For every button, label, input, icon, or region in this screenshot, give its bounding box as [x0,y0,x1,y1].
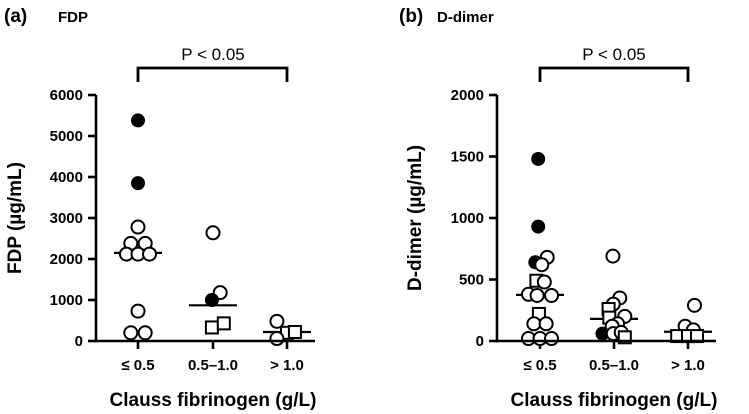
panel-a-point-open-circle [137,325,153,341]
panel-a-point-filled-circle [204,293,219,307]
panel-a-y-axis-label: FDP (µg/mL) [5,162,26,274]
panel-a-y-tick-label: 6000 [50,87,83,104]
panel-b-y-axis-label: D-dimer (µg/mL) [405,145,426,291]
panel-b: (b) D-dimer P < 0.05 D-dimer (µg/mL) Cla… [399,6,717,411]
panel-a-significance-label: P < 0.05 [181,45,245,64]
panel-a-point-open-circle [130,219,146,235]
panel-b-point-filled-circle [531,219,546,234]
panel-b-point-open-circle [538,316,554,332]
panel-b-point-open-circle [544,287,560,303]
panel-b-significance-bracket [538,66,690,82]
panel-a-point-open-circle [142,246,158,262]
panel-a-point-open-square [287,324,302,339]
panel-a-bracket-line [136,66,289,82]
panel-a-point-open-circle [123,325,139,341]
panel-b-x-ticks: ≤ 0.5 0.5–1.0 > 1.0 [523,341,705,374]
panel-a-point-filled-circle [131,176,145,191]
panel-b-y-tick-label: 1500 [451,149,484,166]
panel-b-points [520,151,704,347]
panel-a-title: FDP [58,9,88,26]
panel-a-axes [94,95,315,343]
panel-b-x-tick-label: 0.5–1.0 [589,357,639,374]
panel-b-letter: (b) [399,6,423,27]
panel-a-point-open-circle [269,331,285,347]
panel-a-x-ticks: ≤ 0.5 0.5–1.0 > 1.0 [121,341,304,374]
panel-a-y-tick-label: 1000 [50,292,83,309]
panel-b-title: D-dimer [437,9,494,26]
panel-b-x-tick-label: ≤ 0.5 [523,357,556,374]
panel-a-point-open-circle [269,313,285,329]
panel-a-x-tick-label: > 1.0 [270,357,304,374]
panel-a-y-tick-label: 2000 [50,251,83,268]
panel-a-point-open-square [204,320,219,335]
panel-a-significance-bracket [136,66,289,82]
panel-b-y-tick-label: 1000 [451,210,484,227]
panel-a-y-tick-label: 5000 [50,128,83,145]
panel-b-y-tick-label: 0 [476,333,484,350]
panel-a-letter: (a) [4,6,27,27]
panel-b-point-open-circle [526,316,542,332]
panel-a-point-open-circle [205,225,221,241]
panel-b-axes [495,95,716,343]
panel-b-y-tick-label: 500 [459,272,484,289]
panel-a-x-tick-label: 0.5–1.0 [188,357,238,374]
panel-b-point-open-circle [686,297,702,313]
panel-b-x-tick-label: > 1.0 [671,357,705,374]
panel-a-y-tick-label: 4000 [50,169,83,186]
panel-a-x-tick-label: ≤ 0.5 [121,357,154,374]
panel-b-y-tick-label: 2000 [451,87,484,104]
panel-b-point-open-circle [544,331,560,347]
panel-b-point-open-circle [605,248,621,264]
panel-a-point-open-square [216,316,231,331]
panel-b-bracket-line [538,66,690,82]
panel-a: (a) FDP P < 0.05 FDP (µg/mL) Clauss fibr… [4,6,316,411]
panel-a-y-tick-label: 3000 [50,210,83,227]
panel-a-point-open-circle [130,303,146,319]
panel-a-y-tick-label: 0 [75,333,83,350]
panel-b-significance-label: P < 0.05 [582,45,646,64]
panel-b-point-filled-circle [531,151,546,166]
panel-a-points [118,113,302,347]
panel-a-x-axis-label: Clauss fibrinogen (g/L) [110,390,317,411]
panel-b-point-open-circle [534,257,550,273]
panel-b-point-open-circle [536,274,552,290]
panel-a-y-ticks: 0 1000 2000 3000 4000 5000 6000 [50,87,96,350]
panel-b-point-open-circle [529,287,545,303]
panel-b-x-axis-label: Clauss fibrinogen (g/L) [511,390,718,411]
panel-a-point-filled-circle [131,113,145,128]
panel-b-y-ticks: 0 500 1000 1500 2000 [451,87,497,350]
